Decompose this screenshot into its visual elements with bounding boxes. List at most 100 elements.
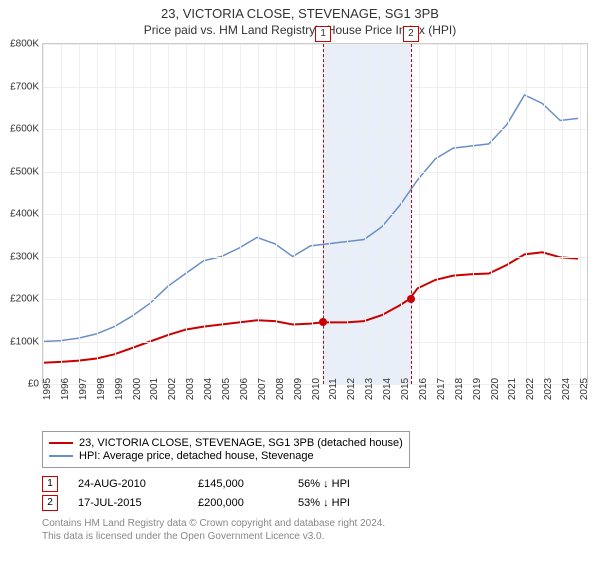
sale-record-price: £200,000 <box>198 497 278 509</box>
sale-point <box>407 295 415 303</box>
gridline-h <box>43 214 587 215</box>
legend: 23, VICTORIA CLOSE, STEVENAGE, SG1 3PB (… <box>42 431 410 468</box>
sale-record-price: £145,000 <box>198 478 278 490</box>
sale-point <box>319 318 327 326</box>
gridline-v <box>150 44 151 384</box>
sale-record-diff: 53% ↓ HPI <box>298 497 350 509</box>
xtick-label: 2007 <box>257 378 268 400</box>
gridline-v <box>491 44 492 384</box>
xtick-label: 2003 <box>185 378 196 400</box>
xtick-label: 2013 <box>364 378 375 400</box>
xtick-label: 1997 <box>78 378 89 400</box>
legend-label: HPI: Average price, detached house, Stev… <box>79 450 314 462</box>
gridline-v <box>383 44 384 384</box>
xtick-label: 2017 <box>436 378 447 400</box>
footnote-line-2: This data is licensed under the Open Gov… <box>42 530 588 543</box>
xtick-label: 2008 <box>275 378 286 400</box>
gridline-v <box>240 44 241 384</box>
gridline-v <box>276 44 277 384</box>
chart-plot-area: £0£100K£200K£300K£400K£500K£600K£700K£80… <box>42 43 588 385</box>
gridline-v <box>473 44 474 384</box>
legend-item: 23, VICTORIA CLOSE, STEVENAGE, SG1 3PB (… <box>49 437 403 449</box>
gridline-h <box>43 342 587 343</box>
gridline-v <box>580 44 581 384</box>
gridline-v <box>79 44 80 384</box>
sale-record-row: 2 17-JUL-2015 £200,000 53% ↓ HPI <box>42 495 588 511</box>
legend-label: 23, VICTORIA CLOSE, STEVENAGE, SG1 3PB (… <box>79 437 403 449</box>
gridline-v <box>312 44 313 384</box>
sale-record-index: 2 <box>42 495 58 511</box>
sale-record-row: 1 24-AUG-2010 £145,000 56% ↓ HPI <box>42 476 588 492</box>
ytick-label: £0 <box>28 379 43 390</box>
xtick-label: 2010 <box>311 378 322 400</box>
chart-subtitle: Price paid vs. HM Land Registry's House … <box>0 23 600 37</box>
xtick-label: 2006 <box>239 378 250 400</box>
gridline-v <box>508 44 509 384</box>
xtick-label: 2014 <box>382 378 393 400</box>
gridline-v <box>61 44 62 384</box>
gridline-v <box>544 44 545 384</box>
gridline-v <box>97 44 98 384</box>
gridline-v <box>526 44 527 384</box>
xtick-label: 2004 <box>203 378 214 400</box>
xtick-label: 2000 <box>132 378 143 400</box>
sale-record-date: 17-JUL-2015 <box>78 497 178 509</box>
gridline-v <box>186 44 187 384</box>
x-axis-ticks: 1995199619971998199920002001200220032004… <box>42 385 588 425</box>
sale-record-index: 1 <box>42 476 58 492</box>
gridline-v <box>419 44 420 384</box>
xtick-label: 2025 <box>579 378 590 400</box>
legend-swatch <box>49 455 73 457</box>
sale-record-diff: 56% ↓ HPI <box>298 478 350 490</box>
xtick-label: 1998 <box>96 378 107 400</box>
xtick-label: 2015 <box>400 378 411 400</box>
ytick-label: £200K <box>10 294 43 305</box>
legend-item: HPI: Average price, detached house, Stev… <box>49 450 403 462</box>
xtick-label: 2024 <box>561 378 572 400</box>
gridline-v <box>401 44 402 384</box>
gridline-v <box>258 44 259 384</box>
xtick-label: 2002 <box>167 378 178 400</box>
footnote-line-1: Contains HM Land Registry data © Crown c… <box>42 517 588 530</box>
gridline-h <box>43 299 587 300</box>
xtick-label: 2011 <box>328 378 339 400</box>
sale-marker-box: 1 <box>315 26 331 42</box>
gridline-v <box>329 44 330 384</box>
gridline-v <box>347 44 348 384</box>
gridline-v <box>562 44 563 384</box>
sale-marker-line <box>323 44 324 384</box>
xtick-label: 2023 <box>543 378 554 400</box>
xtick-label: 2001 <box>149 378 160 400</box>
legend-swatch <box>49 442 73 444</box>
gridline-h <box>43 44 587 45</box>
ytick-label: £700K <box>10 81 43 92</box>
gridline-v <box>133 44 134 384</box>
xtick-label: 2021 <box>507 378 518 400</box>
gridline-v <box>115 44 116 384</box>
sale-record-date: 24-AUG-2010 <box>78 478 178 490</box>
gridline-h <box>43 257 587 258</box>
gridline-v <box>43 44 44 384</box>
series-property <box>43 252 578 362</box>
xtick-label: 1999 <box>114 378 125 400</box>
footnote: Contains HM Land Registry data © Crown c… <box>42 517 588 543</box>
xtick-label: 2018 <box>454 378 465 400</box>
chart-title: 23, VICTORIA CLOSE, STEVENAGE, SG1 3PB <box>0 6 600 21</box>
xtick-label: 2022 <box>525 378 536 400</box>
ytick-label: £500K <box>10 166 43 177</box>
xtick-label: 2009 <box>293 378 304 400</box>
xtick-label: 2020 <box>490 378 501 400</box>
gridline-v <box>168 44 169 384</box>
xtick-label: 2016 <box>418 378 429 400</box>
gridline-v <box>365 44 366 384</box>
sale-marker-line <box>411 44 412 384</box>
xtick-label: 2019 <box>472 378 483 400</box>
xtick-label: 1995 <box>42 378 53 400</box>
ytick-label: £400K <box>10 209 43 220</box>
sale-marker-box: 2 <box>403 26 419 42</box>
ytick-label: £600K <box>10 124 43 135</box>
gridline-h <box>43 87 587 88</box>
xtick-label: 1996 <box>60 378 71 400</box>
sale-records: 1 24-AUG-2010 £145,000 56% ↓ HPI 2 17-JUL-201… <box>42 476 588 511</box>
ytick-label: £800K <box>10 39 43 50</box>
